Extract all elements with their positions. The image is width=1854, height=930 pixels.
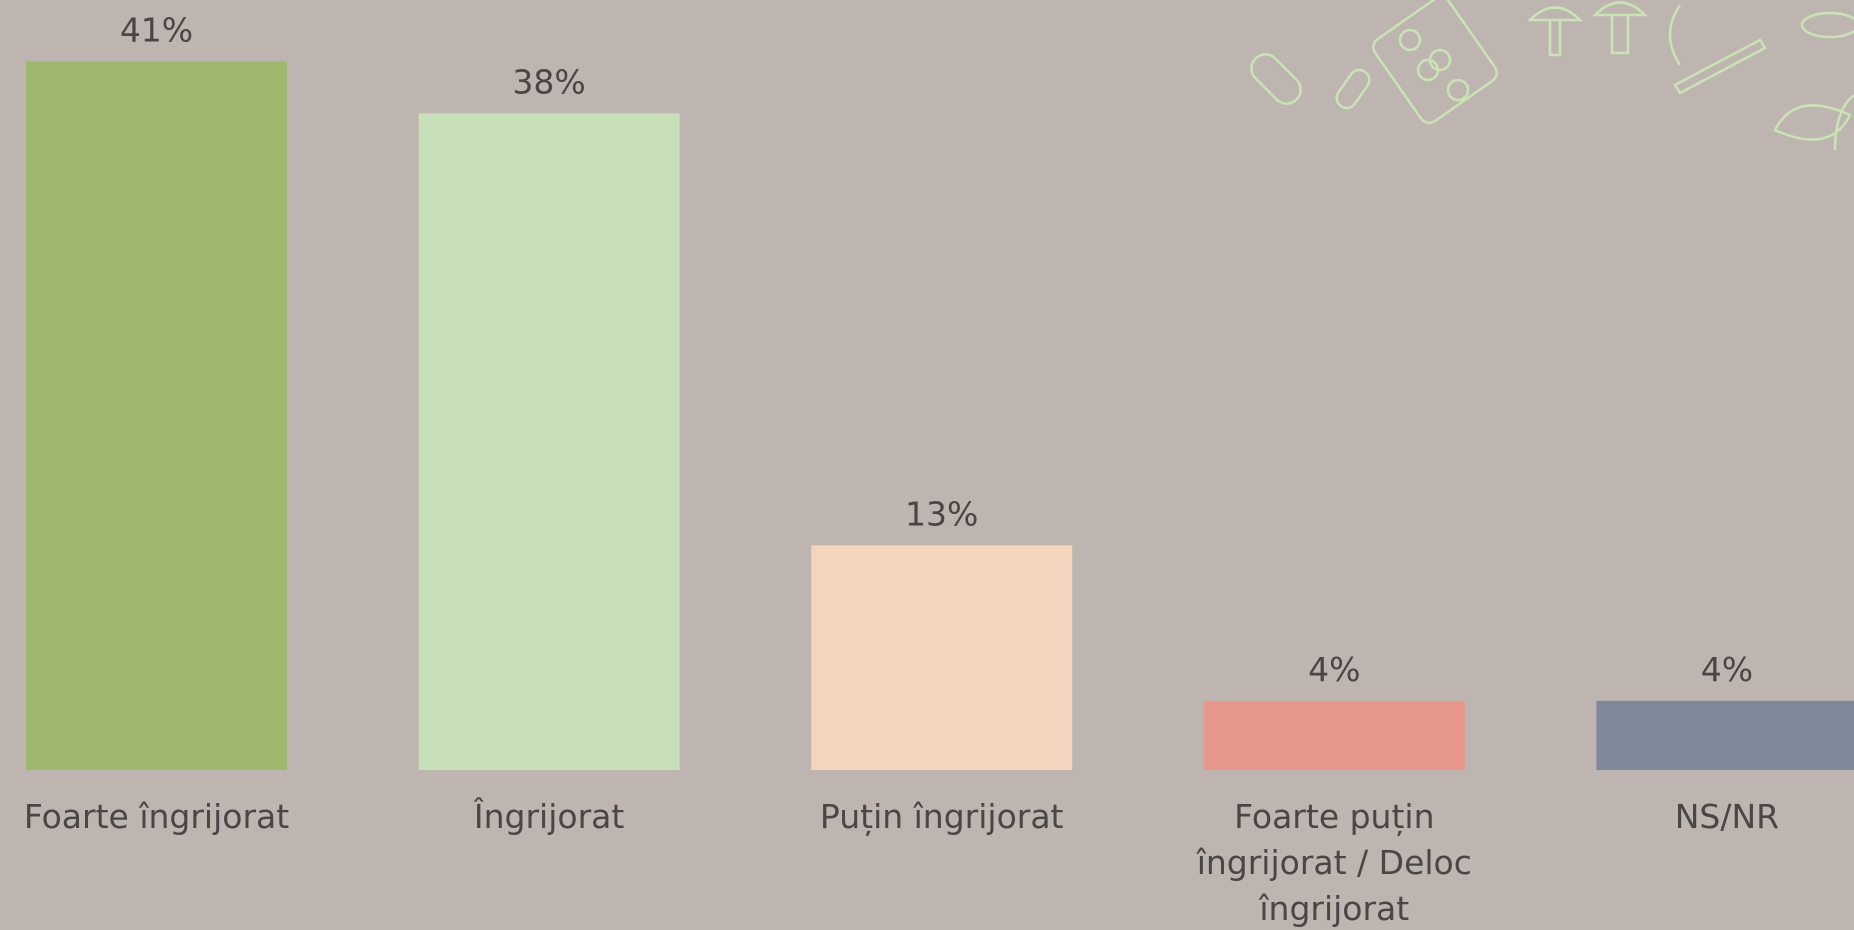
value-label: 13%	[905, 494, 978, 533]
bar	[811, 545, 1073, 770]
value-label: 41%	[120, 11, 193, 50]
x-tick-label: NS/NR	[1675, 797, 1779, 836]
plot-area: 41% Foarte îngrijorat 38% Îngrijorat 13% Puți…	[24, 11, 1854, 928]
x-tick-label: Foarte puțin îngrijorat / Deloc îngrijorat	[1196, 797, 1472, 928]
x-tick-label: Foarte îngrijorat	[24, 797, 289, 836]
bar	[1203, 700, 1465, 770]
bar	[26, 61, 287, 770]
value-label: 4%	[1701, 650, 1753, 689]
value-label: 4%	[1308, 650, 1360, 689]
bar	[1596, 700, 1854, 770]
value-label: 38%	[512, 62, 585, 101]
x-tick-label: Puțin îngrijorat	[820, 797, 1064, 837]
x-tick-label: Îngrijorat	[473, 796, 624, 836]
decoration	[1250, 0, 1854, 151]
bar	[418, 113, 680, 771]
